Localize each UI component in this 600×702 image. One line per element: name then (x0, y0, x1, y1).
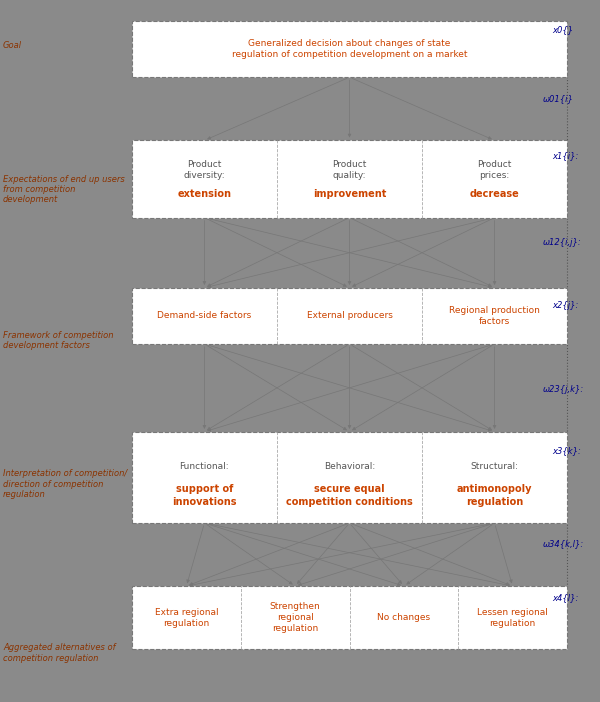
Text: x0{}: x0{} (552, 25, 573, 34)
Text: support of
innovations: support of innovations (172, 484, 236, 507)
Text: Demand-side factors: Demand-side factors (157, 312, 251, 320)
Text: Regional production
factors: Regional production factors (449, 306, 540, 326)
Bar (132, 432, 567, 523)
Text: x4{l}:: x4{l}: (552, 594, 578, 602)
Text: secure equal
competition conditions: secure equal competition conditions (286, 484, 413, 507)
Text: Framework of competition
development factors: Framework of competition development fac… (3, 331, 113, 350)
Text: ω23{j,k}:: ω23{j,k}: (543, 385, 584, 394)
Bar (132, 288, 567, 344)
Text: improvement: improvement (313, 190, 386, 199)
Text: Behavioral:: Behavioral: (324, 462, 375, 471)
Text: Functional:: Functional: (179, 462, 229, 471)
Bar (132, 140, 567, 218)
Text: No changes: No changes (377, 614, 430, 622)
Text: ω34{k,l}:: ω34{k,l}: (543, 540, 584, 548)
Text: x1{i}:: x1{i}: (552, 152, 578, 160)
Text: antimonopoly
regulation: antimonopoly regulation (457, 484, 532, 507)
Text: Lessen regional
regulation: Lessen regional regulation (477, 608, 548, 628)
Bar (132, 21, 567, 77)
Text: Goal: Goal (3, 41, 22, 50)
Text: ω12{i,j}:: ω12{i,j}: (543, 238, 582, 246)
Text: Strengthen
regional
regulation: Strengthen regional regulation (270, 602, 320, 633)
Text: decrease: decrease (470, 190, 520, 199)
Text: x2{j}:: x2{j}: (552, 301, 578, 310)
Text: Product
prices:: Product prices: (478, 159, 512, 180)
Text: Generalized decision about changes of state
regulation of competition developmen: Generalized decision about changes of st… (232, 39, 467, 59)
Bar (132, 586, 567, 649)
Text: x3{k}:: x3{k}: (552, 446, 581, 455)
Text: Extra regional
regulation: Extra regional regulation (155, 608, 218, 628)
Text: Product
diversity:: Product diversity: (184, 159, 225, 180)
Text: Product
quality:: Product quality: (332, 159, 367, 180)
Text: ω01{i}: ω01{i} (543, 94, 574, 102)
Text: External producers: External producers (307, 312, 392, 320)
Text: Expectations of end up users
from competition
development: Expectations of end up users from compet… (3, 175, 125, 204)
Text: extension: extension (178, 190, 232, 199)
Text: Structural:: Structural: (470, 462, 518, 471)
Text: Aggregated alternatives of
competition regulation: Aggregated alternatives of competition r… (3, 643, 116, 663)
Text: Interpretation of competition/
direction of competition
regulation: Interpretation of competition/ direction… (3, 470, 127, 499)
